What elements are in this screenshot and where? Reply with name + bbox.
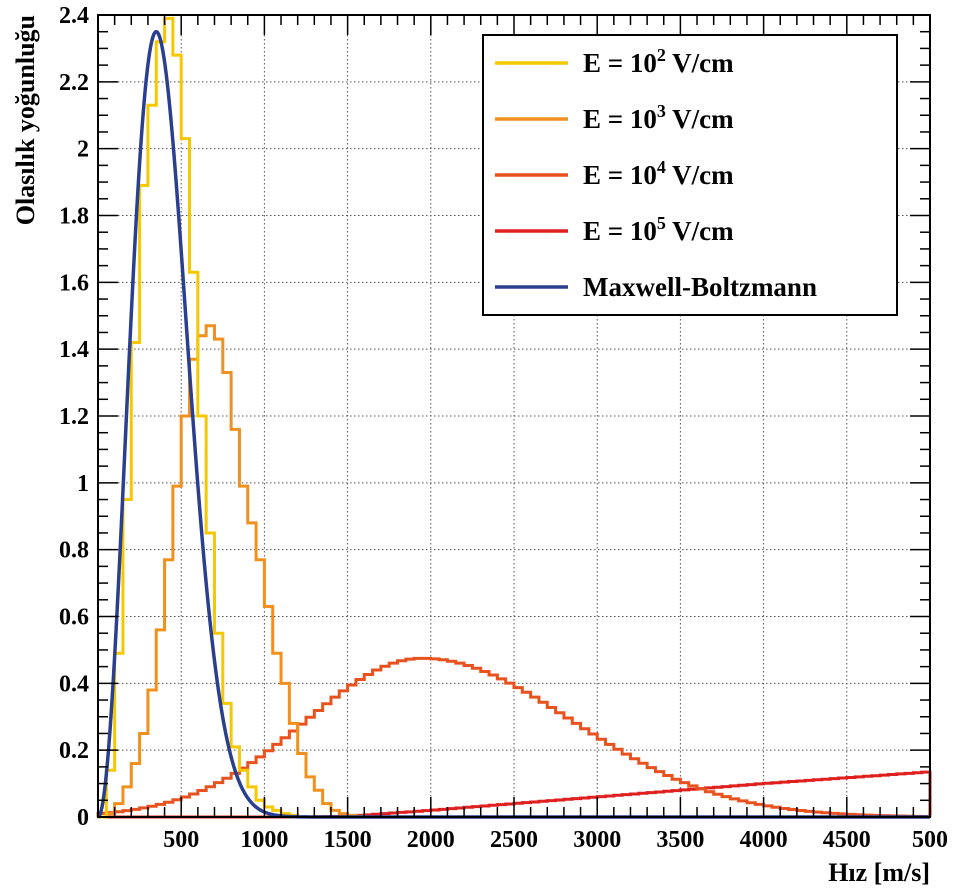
x-tick-label: 500 bbox=[912, 827, 948, 853]
x-tick-label: 4500 bbox=[823, 827, 871, 853]
x-tick-label: 1500 bbox=[324, 827, 372, 853]
y-tick-label: 0.8 bbox=[59, 538, 89, 564]
x-tick-label: 4000 bbox=[740, 827, 788, 853]
legend-label-prefix: E = 10 bbox=[583, 104, 657, 134]
legend-label-exponent: 2 bbox=[657, 45, 666, 65]
x-axis-label: Hız [m/s] bbox=[828, 858, 930, 887]
x-tick-label: 3000 bbox=[573, 827, 621, 853]
x-tick-label: 1000 bbox=[240, 827, 288, 853]
y-tick-label: 1.4 bbox=[59, 337, 89, 363]
x-tick-label: 2500 bbox=[490, 827, 538, 853]
legend-label-suffix: V/cm bbox=[666, 48, 734, 78]
x-tick-label: 2000 bbox=[407, 827, 455, 853]
legend-label-suffix: V/cm bbox=[666, 160, 734, 190]
y-tick-label: 2.2 bbox=[59, 70, 89, 96]
legend-label-exponent: 3 bbox=[657, 101, 666, 121]
axis-ticks bbox=[97, 14, 931, 818]
y-tick-label: 0.4 bbox=[59, 671, 89, 697]
y-tick-label: 0.2 bbox=[59, 738, 89, 764]
legend-label: Maxwell-Boltzmann bbox=[583, 272, 817, 302]
x-tick-label: 500 bbox=[163, 827, 199, 853]
y-tick-labels: 0 0.2 0.4 0.6 0.8 1 1.2 1.4 1.6 1.8 2 2.2 2.4 bbox=[59, 3, 89, 831]
legend-label-suffix: V/cm bbox=[666, 216, 734, 246]
legend-label-prefix: E = 10 bbox=[583, 48, 657, 78]
legend-label: E = 104 V/cm bbox=[583, 157, 734, 190]
y-tick-label: 0 bbox=[77, 805, 89, 831]
legend: E = 102 V/cmE = 103 V/cmE = 104 V/cmE = … bbox=[482, 34, 898, 316]
x-tick-label: 3500 bbox=[656, 827, 704, 853]
y-tick-label: 2 bbox=[77, 137, 89, 163]
legend-label-prefix: E = 10 bbox=[583, 160, 657, 190]
y-tick-label: 1.6 bbox=[59, 270, 89, 296]
y-tick-label: 0.6 bbox=[59, 605, 89, 631]
legend-label-exponent: 5 bbox=[657, 213, 666, 233]
y-tick-label: 1 bbox=[77, 471, 89, 497]
legend-label-suffix: V/cm bbox=[666, 104, 734, 134]
y-axis-label: Olasılık yoğunluğu bbox=[11, 15, 40, 225]
legend-label: E = 103 V/cm bbox=[583, 101, 734, 134]
y-tick-label: 1.2 bbox=[59, 404, 89, 430]
x-tick-labels: 500 1000 1500 2000 2500 3000 3500 4000 4500 500 bbox=[163, 827, 948, 853]
y-tick-label: 2.4 bbox=[59, 3, 89, 29]
legend-label: E = 102 V/cm bbox=[583, 45, 734, 78]
y-tick-label: 1.8 bbox=[59, 204, 89, 230]
legend-label-exponent: 4 bbox=[657, 157, 666, 177]
legend-label: E = 105 V/cm bbox=[583, 213, 734, 246]
legend-label-prefix: E = 10 bbox=[583, 216, 657, 246]
